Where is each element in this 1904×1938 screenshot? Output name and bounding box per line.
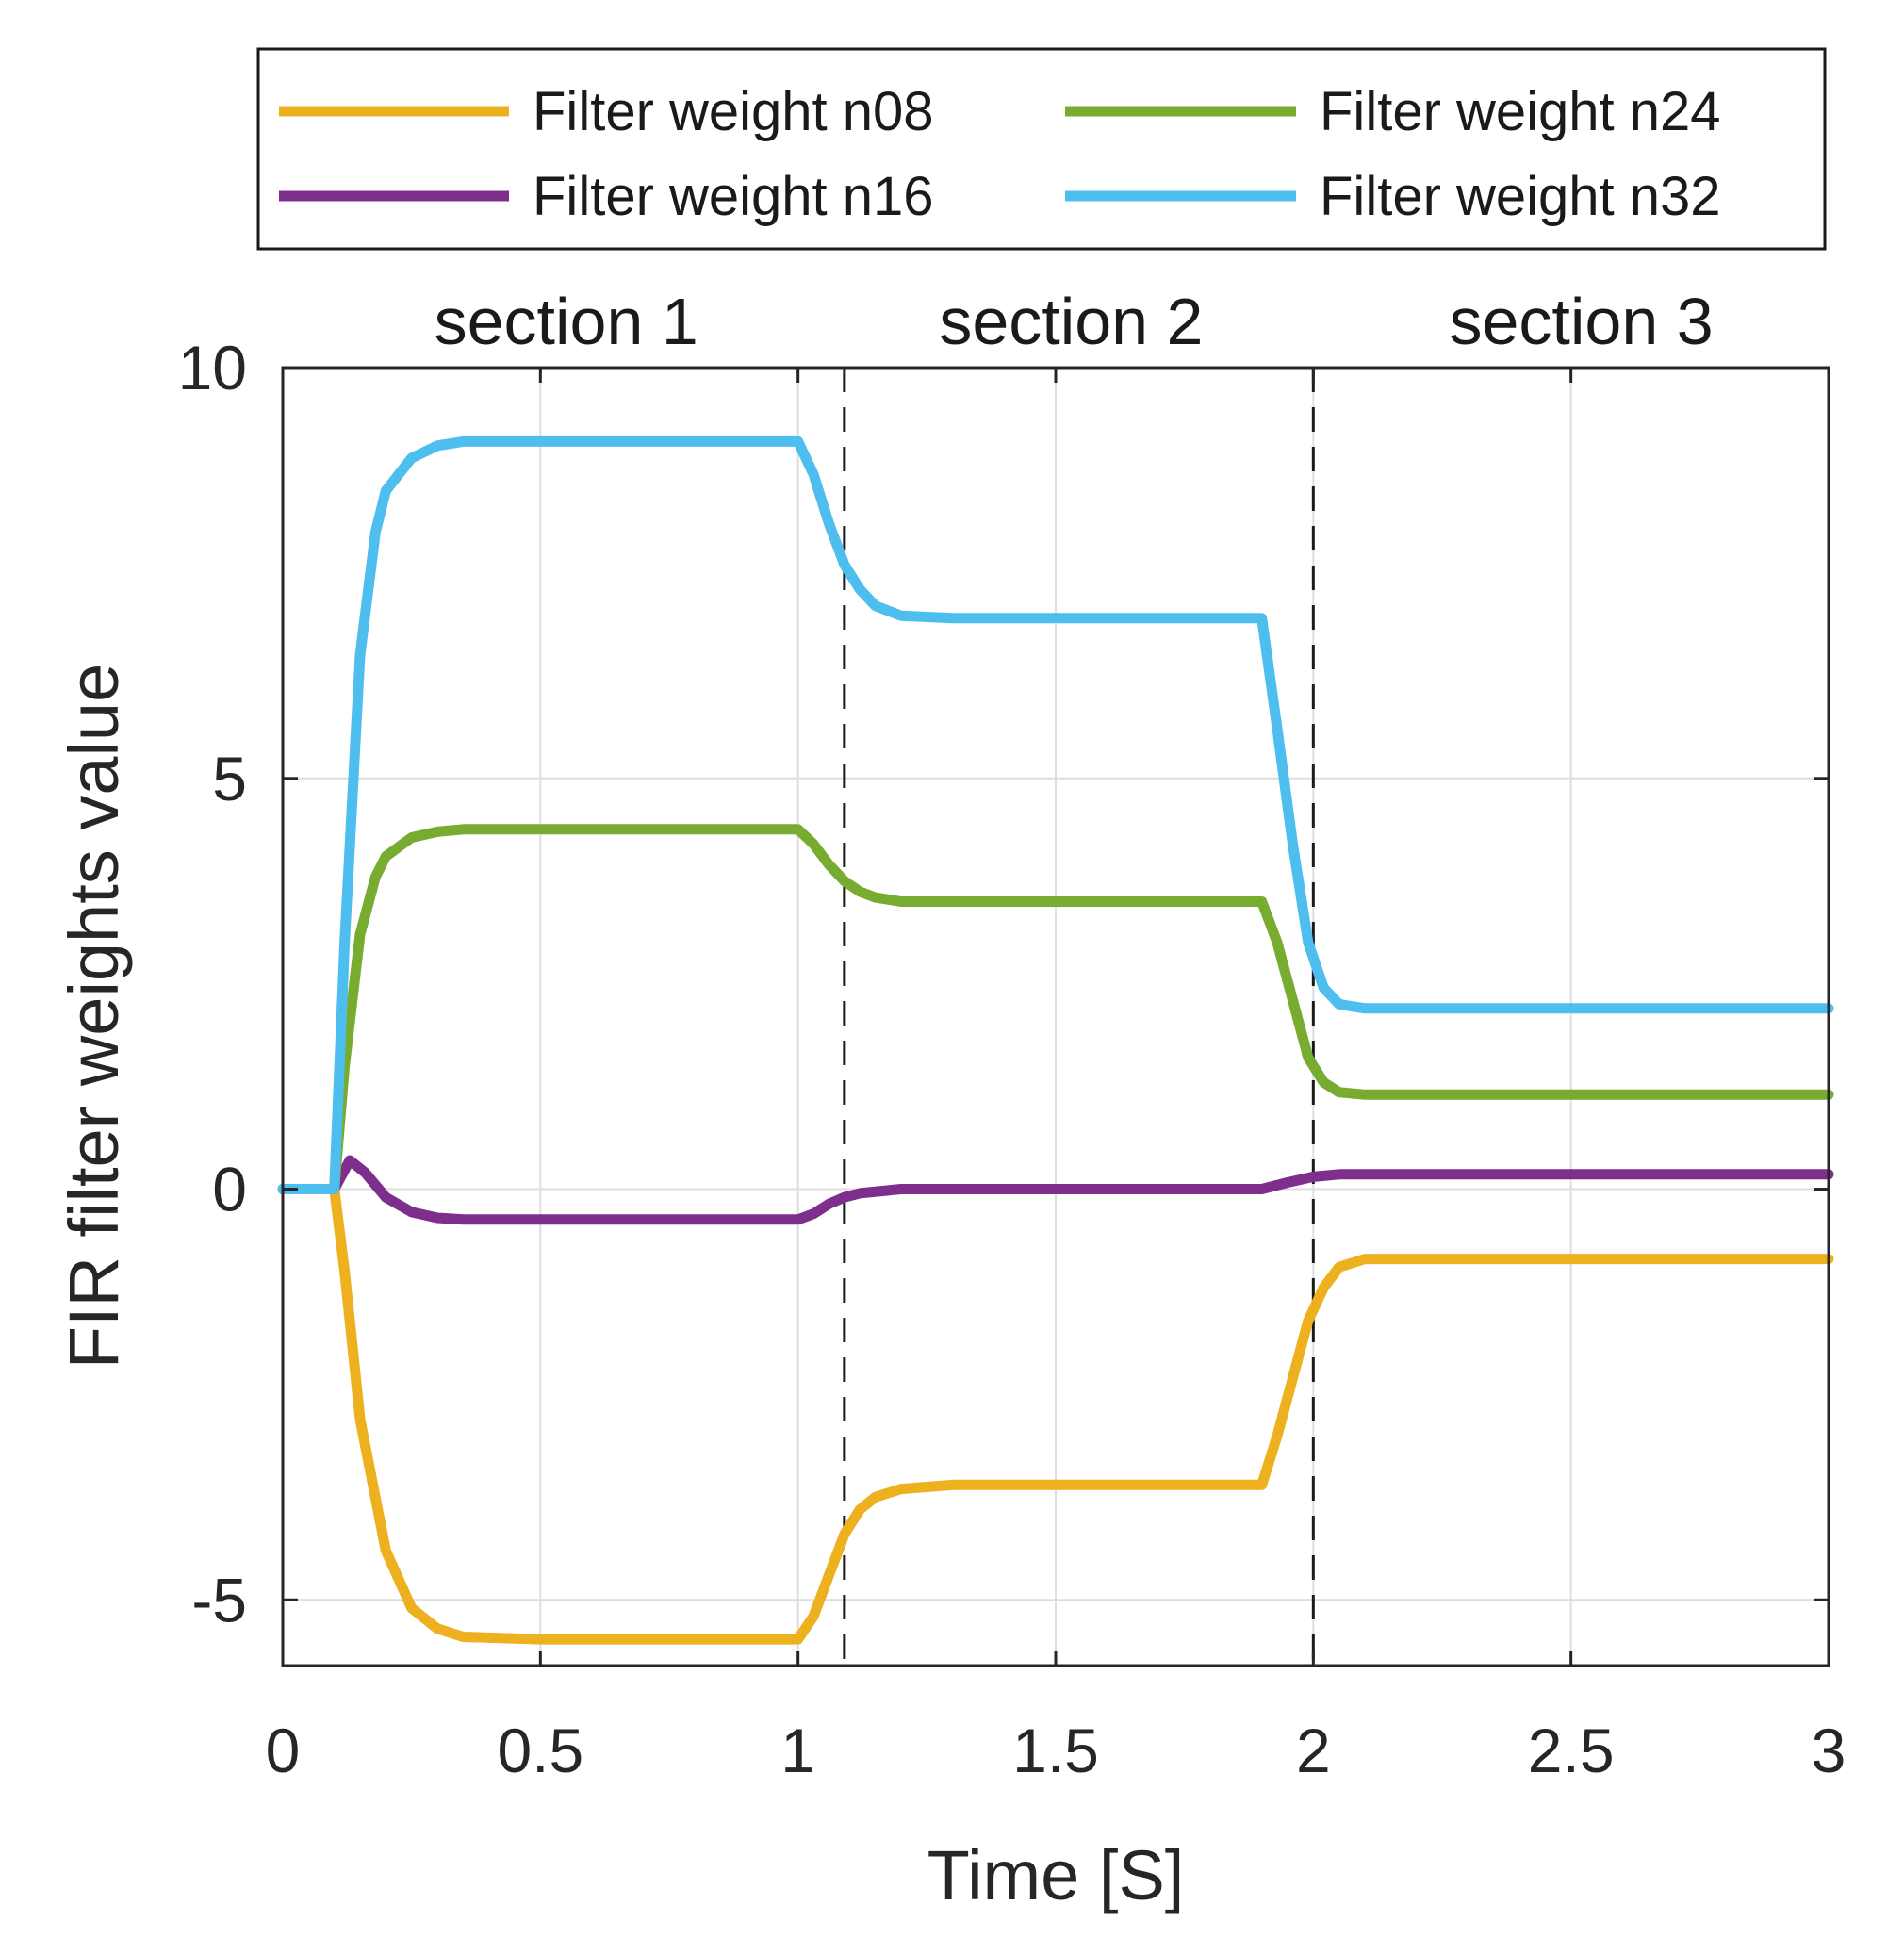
x-tick-label: 3 bbox=[1812, 1716, 1847, 1785]
y-tick-label: 10 bbox=[178, 333, 247, 402]
legend-label: Filter weight n32 bbox=[1320, 166, 1721, 227]
section-label: section 1 bbox=[435, 285, 698, 358]
x-tick-label: 2.5 bbox=[1528, 1716, 1615, 1785]
y-tick-label: 5 bbox=[212, 744, 247, 813]
legend-box bbox=[256, 47, 1827, 251]
series-line-filter-weight-n16 bbox=[277, 1155, 1834, 1225]
legend-label: Filter weight n24 bbox=[1320, 81, 1721, 142]
x-tick-label: 1 bbox=[780, 1716, 815, 1785]
y-axis-title: FIR filter weights value bbox=[55, 664, 133, 1370]
series-line-filter-weight-n32 bbox=[277, 435, 1834, 1194]
x-tick-label: 0 bbox=[266, 1716, 301, 1785]
x-tick-label: 0.5 bbox=[497, 1716, 583, 1785]
x-axis-title: Time [S] bbox=[927, 1836, 1185, 1914]
section-label: section 3 bbox=[1450, 285, 1714, 358]
axis-ticks: 0 0.5 1 1.5 2 2.5 3 -5 0 5 10 bbox=[178, 333, 1847, 1785]
y-tick-label: 0 bbox=[212, 1155, 247, 1224]
series-line-filter-weight-n24 bbox=[277, 824, 1834, 1194]
series-line-filter-weight-n08 bbox=[277, 1184, 1834, 1645]
legend-label: Filter weight n08 bbox=[533, 81, 934, 142]
legend: Filter weight n08 Filter weight n16 Filter… bbox=[256, 47, 1827, 251]
section-dividers bbox=[843, 368, 1315, 1666]
x-tick-label: 1.5 bbox=[1012, 1716, 1099, 1785]
series-lines bbox=[277, 435, 1834, 1645]
section-labels: section 1 section 2 section 3 bbox=[435, 285, 1714, 358]
y-tick-label: -5 bbox=[191, 1565, 247, 1634]
section-label: section 2 bbox=[939, 285, 1203, 358]
x-tick-label: 2 bbox=[1296, 1716, 1331, 1785]
legend-label: Filter weight n16 bbox=[533, 166, 934, 227]
